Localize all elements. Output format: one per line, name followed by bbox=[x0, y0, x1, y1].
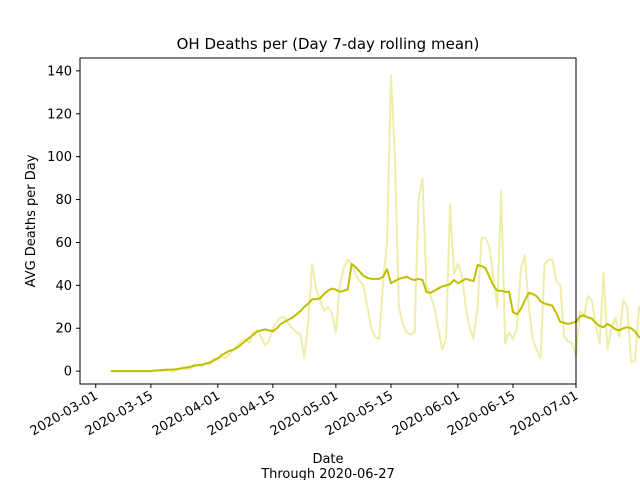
y-tick-label: 40 bbox=[55, 279, 72, 294]
x-tick-label: 2020-07-01 bbox=[508, 388, 581, 439]
y-tick-label: 100 bbox=[47, 150, 72, 165]
series-line-daily bbox=[110, 74, 640, 373]
y-tick-label: 0 bbox=[64, 365, 72, 380]
x-axis-note: Through 2020-06-27 bbox=[260, 467, 395, 480]
y-tick-label: 60 bbox=[55, 236, 72, 251]
plot-background bbox=[80, 58, 576, 384]
axes-frame bbox=[79, 57, 577, 385]
y-tick-label: 120 bbox=[47, 107, 72, 122]
chart-title: OH Deaths per (Day 7-day rolling mean) bbox=[177, 35, 480, 53]
y-tick-label: 20 bbox=[55, 322, 72, 337]
y-axis-label: AVG Deaths per Day bbox=[24, 154, 39, 287]
x-axis-label: Date bbox=[312, 452, 343, 467]
series-layer bbox=[110, 74, 640, 373]
y-tick-label: 140 bbox=[47, 64, 72, 79]
y-tick-label: 80 bbox=[55, 193, 72, 208]
series-line-rolling-mean bbox=[110, 262, 640, 373]
